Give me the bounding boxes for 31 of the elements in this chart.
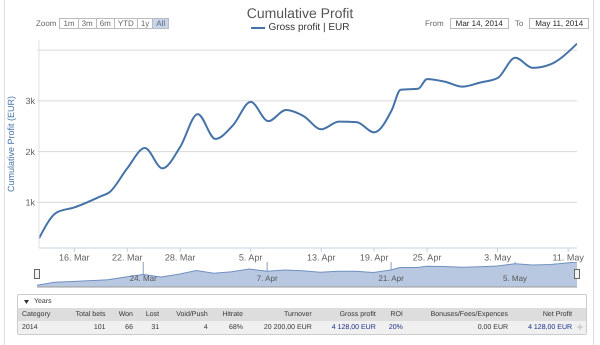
x-tick-label: 19. Apr xyxy=(360,252,388,262)
x-tick-label: 28. Mar xyxy=(164,252,196,262)
y-tick-label: 3k xyxy=(25,96,36,106)
x-tick-label: 5. May xyxy=(503,274,528,283)
text: 1m xyxy=(59,18,79,29)
text: Zoom xyxy=(36,19,56,28)
text: From xyxy=(425,19,444,28)
text: All xyxy=(152,18,170,29)
line-series xyxy=(39,42,577,240)
x-tick-label: 3. May xyxy=(484,252,512,262)
y-tick-label: 1k xyxy=(25,198,36,208)
chart-title: Cumulative Profit xyxy=(246,5,354,21)
text: Mar 14, 2014 xyxy=(450,18,509,29)
x-tick-label: 22. Mar xyxy=(112,252,142,262)
x-tick-label: 11. May xyxy=(552,252,584,262)
x-tick-label: 21. Apr xyxy=(378,274,404,283)
x-tick-label: 24. Mar xyxy=(130,274,158,283)
x-tick-label: 25. Apr xyxy=(412,252,442,262)
x-tick-label: 13. Apr xyxy=(306,252,336,262)
text: 3m xyxy=(78,18,97,29)
text: 1y xyxy=(136,18,154,29)
text: YTD xyxy=(114,18,138,29)
text: To xyxy=(514,19,524,28)
x-tick-label: 5. Apr xyxy=(238,252,262,262)
y-tick-label: 2k xyxy=(25,146,36,157)
x-tick-label: 16. Mar xyxy=(59,252,90,262)
legend-label: Gross profit | EUR xyxy=(268,22,350,33)
y-axis-title: Cumulative Profit (EUR) xyxy=(6,96,16,192)
text: 6m xyxy=(96,18,115,29)
x-tick-label: 7. Apr xyxy=(256,274,278,283)
text: May 11, 2014 xyxy=(529,18,590,29)
